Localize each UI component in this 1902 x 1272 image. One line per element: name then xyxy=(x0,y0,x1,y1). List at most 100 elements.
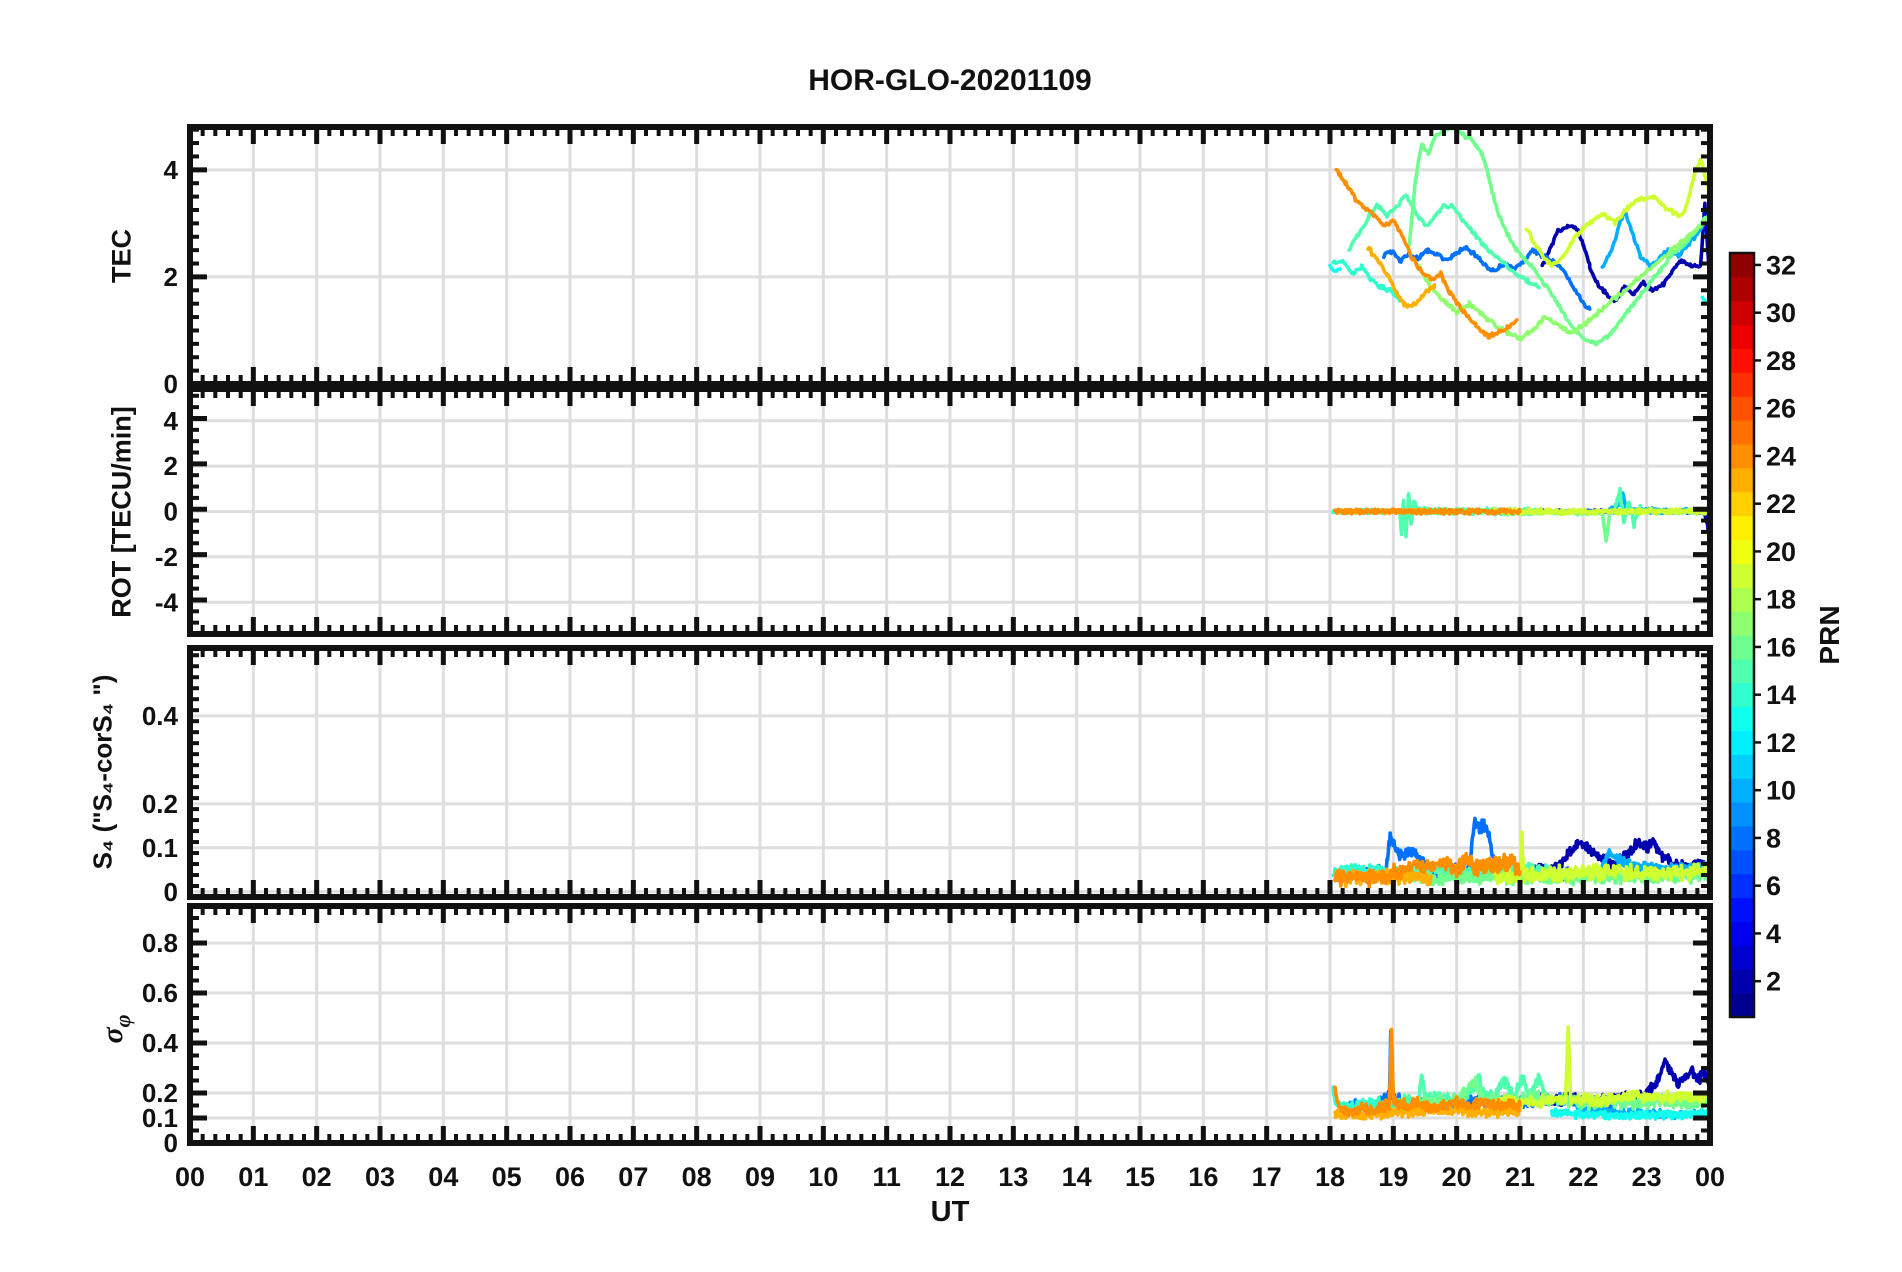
colorbar-tick-label: 30 xyxy=(1766,298,1796,328)
xtick-label: 07 xyxy=(618,1162,648,1192)
ytick-label: -4 xyxy=(155,587,179,617)
xtick-label: 04 xyxy=(428,1162,458,1192)
colorbar-tick-label: 22 xyxy=(1766,489,1796,519)
ytick-label: -2 xyxy=(155,542,178,572)
ytick-label: 2 xyxy=(164,451,178,481)
xtick-label: 11 xyxy=(872,1162,901,1192)
ytick-label: 0.8 xyxy=(142,928,178,958)
xtick-label: 02 xyxy=(302,1162,332,1192)
colorbar-cell-prn-21 xyxy=(1730,515,1754,540)
xtick-label: 14 xyxy=(1062,1162,1092,1192)
colorbar-cell-prn-31 xyxy=(1730,276,1754,302)
s4-series-prn-24 xyxy=(1333,851,1522,889)
colorbar-cell-prn-19 xyxy=(1730,563,1754,588)
ytick-label: 4 xyxy=(164,155,179,185)
s4-ytick-labels: 0 0.1 0.2 0.4 xyxy=(142,701,179,907)
ytick-label: 0 xyxy=(164,1128,178,1158)
sigma-border xyxy=(187,903,1713,1146)
rot-ytick-labels: -4 -2 0 2 4 xyxy=(155,406,179,617)
xtick-label: 15 xyxy=(1125,1162,1155,1192)
colorbar-cell-prn-24 xyxy=(1730,444,1754,469)
colorbar-cell-prn-16 xyxy=(1730,635,1754,660)
sigma-series-prn-24 xyxy=(1333,1027,1522,1118)
colorbar-cell-prn-5 xyxy=(1730,897,1754,922)
tec-grid xyxy=(190,127,1710,384)
rot-series-prn-15 xyxy=(1613,486,1643,530)
panel-s4: 0 0.1 0.2 0.4 xyxy=(142,645,1713,907)
xtick-label: 23 xyxy=(1632,1162,1662,1192)
tec-series-group xyxy=(1328,127,1710,347)
ytick-label: 2 xyxy=(164,262,178,292)
tec-series-prn-2 xyxy=(1540,201,1710,304)
colorbar-label: PRN xyxy=(1814,605,1845,665)
colorbar-cell-prn-23 xyxy=(1730,467,1754,493)
ytick-label: 0.4 xyxy=(142,1028,179,1058)
ytick-label: 4 xyxy=(164,406,179,436)
rot-series-prn-19 xyxy=(1492,506,1710,517)
colorbar-cell-prn-2 xyxy=(1730,969,1754,994)
colorbar-cell-prn-10 xyxy=(1730,778,1754,803)
colorbar-cell-prn-3 xyxy=(1730,945,1754,970)
colorbar-cell-prn-7 xyxy=(1730,849,1754,875)
colorbar-cell-prn-13 xyxy=(1730,706,1754,731)
tec-series-prn-17 xyxy=(1416,215,1710,342)
colorbar-tick-label: 28 xyxy=(1766,346,1796,376)
colorbar-cell-prn-9 xyxy=(1730,802,1754,827)
sigma-grid xyxy=(190,906,1710,1143)
xtick-labels: 00 01 02 03 04 05 06 07 08 09 10 11 12 13 14 15 16 17 18 19… xyxy=(175,1162,1725,1192)
rot-series-prn-24 xyxy=(1333,507,1522,517)
xtick-label: 01 xyxy=(238,1162,268,1192)
colorbar-cell-prn-25 xyxy=(1730,420,1754,445)
colorbar-tick-label: 14 xyxy=(1766,680,1796,710)
xtick-label: 16 xyxy=(1188,1162,1218,1192)
tec-series-prn-24 xyxy=(1334,167,1519,340)
colorbar-cell-prn-15 xyxy=(1730,658,1754,684)
colorbar-cell-prn-22 xyxy=(1730,491,1754,517)
xtick-label: 10 xyxy=(808,1162,838,1192)
colorbar-cell-prn-30 xyxy=(1730,300,1754,326)
y-axis-label-tec: TEC xyxy=(106,229,137,283)
sigma-series-prn-13 xyxy=(1549,1107,1710,1121)
colorbar-cell-prn-29 xyxy=(1730,324,1754,349)
ytick-label: 0.6 xyxy=(142,978,178,1008)
colorbar-border xyxy=(1728,251,1756,1019)
colorbar-cell-prn-4 xyxy=(1730,921,1754,946)
colorbar-cell-prn-1 xyxy=(1730,993,1754,1018)
sigma-series-prn-19 xyxy=(1492,1025,1710,1110)
colorbar-tick-label: 12 xyxy=(1766,728,1796,758)
xtick-label: 00 xyxy=(1695,1162,1725,1192)
ytick-label: 0.2 xyxy=(142,1078,178,1108)
panel-sigma: 00.10.2 0.4 0.6 0.8 xyxy=(142,903,1713,1158)
tec-series-prn-14 xyxy=(1331,258,1402,303)
ytick-label: 0.1 xyxy=(142,1103,178,1133)
sigma-symbol: σ xyxy=(96,1027,129,1044)
ytick-label: 0.2 xyxy=(142,789,178,819)
colorbar-cell-prn-11 xyxy=(1730,754,1754,779)
rot-border xyxy=(187,386,1713,637)
ytick-label: 0 xyxy=(164,369,178,399)
sigma-series-group xyxy=(1331,1025,1710,1121)
s4-border xyxy=(187,645,1713,900)
colorbar-cell-prn-14 xyxy=(1730,682,1754,708)
xtick-label: 08 xyxy=(682,1162,712,1192)
tec-series-prn-13 xyxy=(1328,263,1342,274)
ytick-label: 0 xyxy=(164,497,178,527)
tec-series-prn-16 xyxy=(1407,127,1710,347)
colorbar-cell-prn-8 xyxy=(1730,826,1754,851)
s4-series-group xyxy=(1331,816,1710,889)
tec-ytick-labels: 0 2 4 xyxy=(164,155,179,399)
xtick-label: 00 xyxy=(175,1162,205,1192)
y-axis-label-s4: S₄ ("S₄-corS₄ ") xyxy=(87,674,118,870)
colorbar-tick-label: 26 xyxy=(1766,394,1796,424)
colorbar-cell-prn-17 xyxy=(1730,611,1754,636)
colorbar-tick-label: 8 xyxy=(1766,823,1781,853)
ytick-label: 0.4 xyxy=(142,701,179,731)
xtick-label: 03 xyxy=(365,1162,395,1192)
xtick-label: 17 xyxy=(1252,1162,1282,1192)
colorbar-cell-prn-27 xyxy=(1730,372,1754,397)
colorbar-cell-prn-32 xyxy=(1730,253,1754,278)
xtick-label: 06 xyxy=(555,1162,585,1192)
colorbar-tick-label: 32 xyxy=(1766,250,1796,280)
